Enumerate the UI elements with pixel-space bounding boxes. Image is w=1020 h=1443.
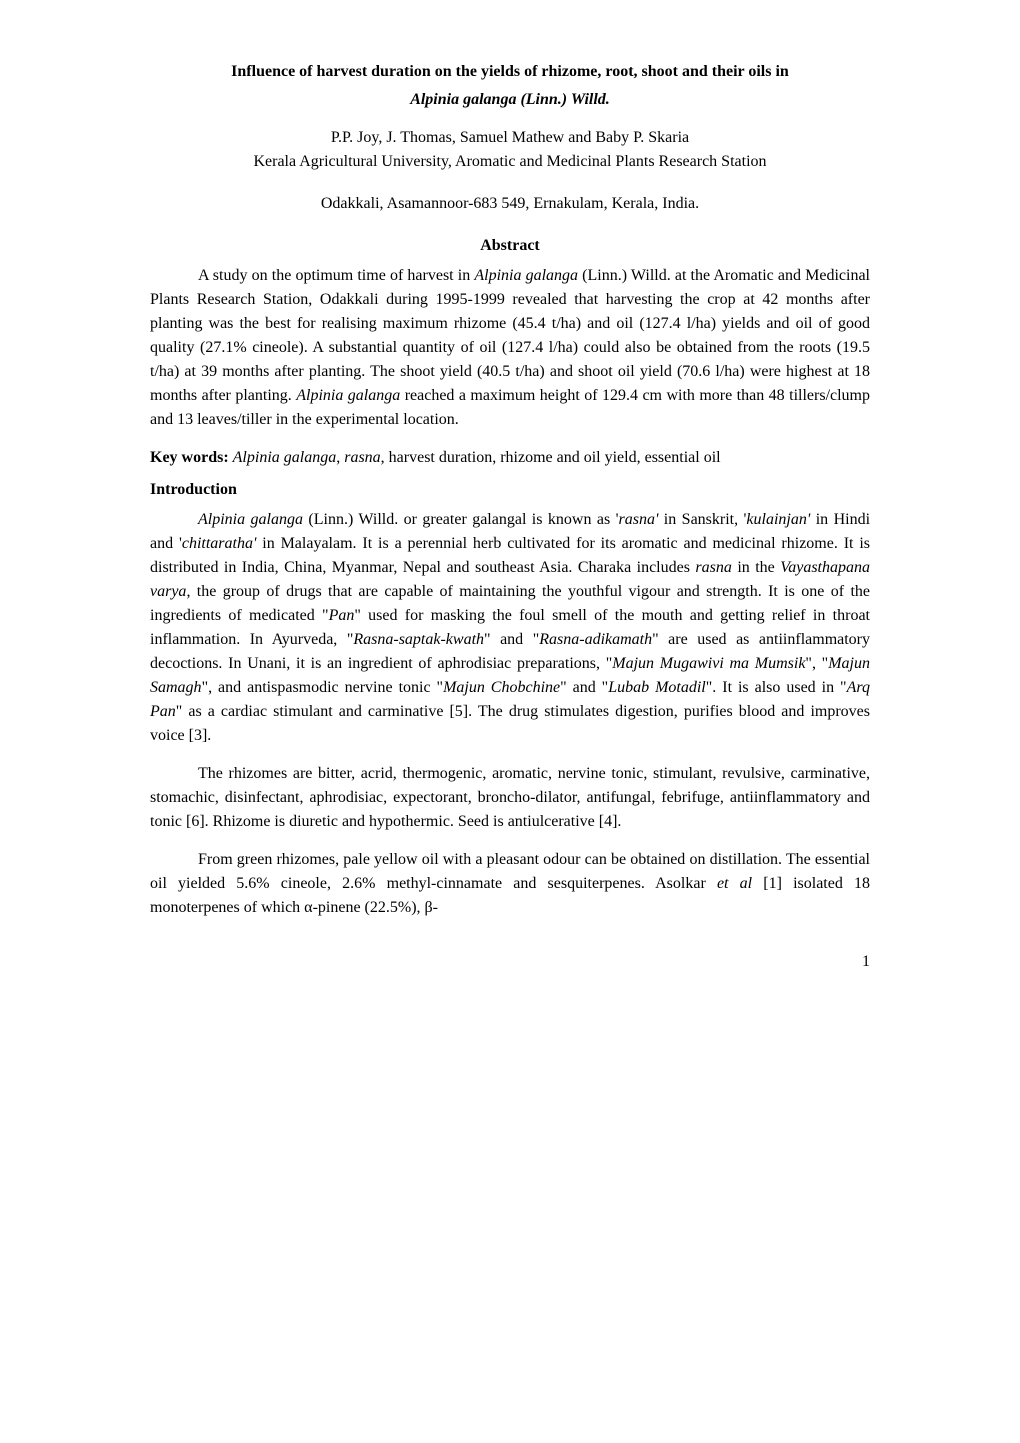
intro-p1-i13: Lubab Motadil [608, 679, 706, 696]
species-name: Alpinia galanga [410, 91, 516, 108]
intro-p1-i8: Rasna-saptak-kwath [353, 631, 484, 648]
affiliation-line2: Odakkali, Asamannoor-683 549, Ernakulam,… [150, 192, 870, 216]
intro-p1-t12: " and " [560, 679, 608, 696]
intro-p1-t11: ", and antispasmodic nervine tonic " [202, 679, 444, 696]
paper-title-line1: Influence of harvest duration on the yie… [150, 60, 870, 84]
intro-p1-i3: kulainjan' [746, 511, 810, 528]
introduction-heading: Introduction [150, 478, 870, 502]
intro-p1-t14: " as a cardiac stimulant and carminative… [150, 703, 870, 744]
abstract-heading: Abstract [150, 234, 870, 258]
abstract-part1: A study on the optimum time of harvest i… [198, 267, 474, 284]
keywords-term1: Alpinia galanga [233, 449, 337, 466]
intro-p1-i5: rasna [695, 559, 731, 576]
authors-line: P.P. Joy, J. Thomas, Samuel Mathew and B… [150, 126, 870, 150]
intro-p1-i10: Majun Mugawivi ma Mumsik [612, 655, 805, 672]
keywords-rest: , harvest duration, rhizome and oil yiel… [381, 449, 721, 466]
intro-p1-i4: chittaratha' [182, 535, 257, 552]
intro-p1-t5: in the [732, 559, 780, 576]
abstract-part2: (Linn.) Willd. at the Aromatic and Medic… [150, 267, 870, 404]
intro-p1-i2: rasna' [619, 511, 659, 528]
introduction-p3: From green rhizomes, pale yellow oil wit… [150, 848, 870, 920]
introduction-p1: Alpinia galanga (Linn.) Willd. or greate… [150, 508, 870, 748]
intro-p1-t1: (Linn.) Willd. or greater galangal is kn… [303, 511, 619, 528]
introduction-p2: The rhizomes are bitter, acrid, thermoge… [150, 762, 870, 834]
keywords-term2: rasna [344, 449, 380, 466]
page-number: 1 [150, 950, 870, 974]
intro-p1-t10: ", " [805, 655, 828, 672]
paper-title-line2: Alpinia galanga (Linn.) Willd. [150, 88, 870, 112]
intro-p3-i1: et al [717, 875, 752, 892]
intro-p1-i1: Alpinia galanga [198, 511, 303, 528]
intro-p1-t8: " and " [484, 631, 539, 648]
affiliation-line1: Kerala Agricultural University, Aromatic… [150, 150, 870, 174]
intro-p1-t13: ". It is also used in " [706, 679, 847, 696]
intro-p1-i12: Majun Chobchine [443, 679, 560, 696]
intro-p1-i7: Pan [329, 607, 355, 624]
keywords-label: Key words: [150, 449, 229, 466]
species-authority: (Linn.) Willd. [516, 91, 609, 108]
intro-p1-i9: Rasna-adikamath [539, 631, 652, 648]
abstract-species1: Alpinia galanga [474, 267, 578, 284]
abstract-species2: Alpinia galanga [296, 387, 400, 404]
intro-p1-t2: in Sanskrit, ' [658, 511, 746, 528]
keywords: Key words: Alpinia galanga, rasna, harve… [150, 446, 870, 470]
abstract-text: A study on the optimum time of harvest i… [150, 264, 870, 432]
